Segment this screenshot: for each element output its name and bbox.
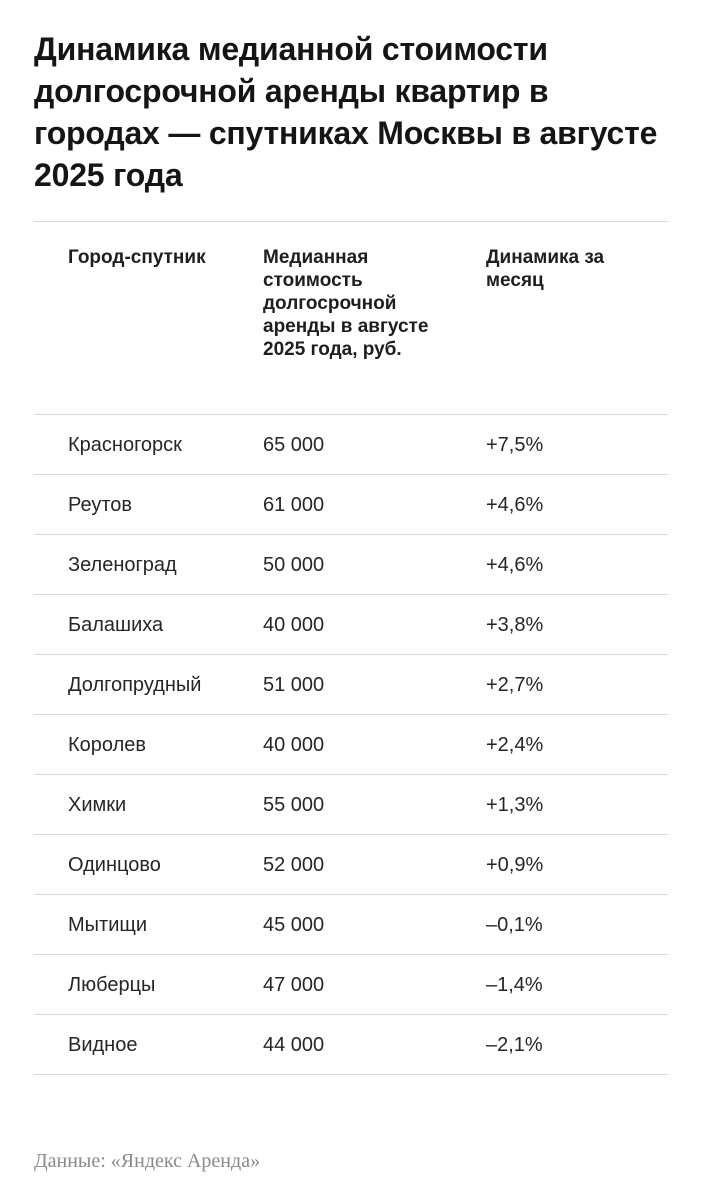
cell-price: 52 000 — [263, 853, 325, 876]
cell-change: –1,4% — [486, 973, 543, 996]
source-note: Данные: «Яндекс Аренда» — [34, 1150, 261, 1172]
cell-city: Балашиха — [68, 613, 164, 636]
cell-change: +2,4% — [486, 733, 544, 756]
table-row: Одинцово 52 000 +0,9% — [34, 835, 668, 895]
cell-city: Одинцово — [68, 853, 161, 876]
table-row: Люберцы 47 000 –1,4% — [34, 955, 668, 1015]
cell-city: Зеленоград — [68, 553, 177, 576]
cell-change: +4,6% — [486, 493, 544, 516]
cell-change: +7,5% — [486, 433, 544, 456]
header-change: Динамика за месяц — [486, 247, 605, 291]
cell-price: 45 000 — [263, 913, 325, 936]
table-row: Зеленоград 50 000 +4,6% — [34, 535, 668, 595]
cell-change: +1,3% — [486, 793, 544, 816]
cell-city: Красногорск — [68, 433, 182, 456]
table-row: Красногорск 65 000 +7,5% — [34, 415, 668, 475]
cell-city: Реутов — [68, 493, 133, 516]
cell-change: –2,1% — [486, 1033, 543, 1056]
cell-city: Мытищи — [68, 913, 147, 936]
page-title: Динамика медианной стоимости долгосрочно… — [34, 31, 658, 193]
cell-price: 44 000 — [263, 1033, 325, 1056]
cell-price: 55 000 — [263, 793, 325, 816]
table-row: Долгопрудный 51 000 +2,7% — [34, 655, 668, 715]
table-row: Мытищи 45 000 –0,1% — [34, 895, 668, 955]
table-row: Химки 55 000 +1,3% — [34, 775, 668, 835]
table-row: Реутов 61 000 +4,6% — [34, 475, 668, 535]
cell-price: 61 000 — [263, 493, 325, 516]
table-row: Королев 40 000 +2,4% — [34, 715, 668, 775]
cell-price: 40 000 — [263, 613, 325, 636]
cell-change: +2,7% — [486, 673, 544, 696]
cell-city: Королев — [68, 733, 146, 756]
page: Динамика медианной стоимости долгосрочно… — [34, 28, 668, 1075]
cell-city: Химки — [68, 793, 127, 816]
table-header: Город-спутник Медианная стоимость долгос… — [34, 222, 668, 415]
header-price: Медианная стоимость долгосрочной аренды … — [263, 247, 429, 360]
cell-price: 51 000 — [263, 673, 325, 696]
cell-price: 65 000 — [263, 433, 325, 456]
rent-table: Город-спутник Медианная стоимость долгос… — [34, 221, 668, 1075]
cell-change: –0,1% — [486, 913, 543, 936]
table-row: Балашиха 40 000 +3,8% — [34, 595, 668, 655]
cell-city: Видное — [68, 1033, 138, 1056]
cell-price: 50 000 — [263, 553, 325, 576]
header-city: Город-спутник — [68, 247, 206, 268]
table-row: Видное 44 000 –2,1% — [34, 1015, 668, 1075]
cell-price: 47 000 — [263, 973, 325, 996]
table-body: Красногорск 65 000 +7,5% Реутов 61 000 +4,6% З… — [34, 415, 668, 1075]
cell-change: +4,6% — [486, 553, 544, 576]
cell-change: +3,8% — [486, 613, 544, 636]
cell-city: Долгопрудный — [68, 673, 202, 696]
cell-change: +0,9% — [486, 853, 544, 876]
cell-city: Люберцы — [68, 973, 156, 996]
cell-price: 40 000 — [263, 733, 325, 756]
